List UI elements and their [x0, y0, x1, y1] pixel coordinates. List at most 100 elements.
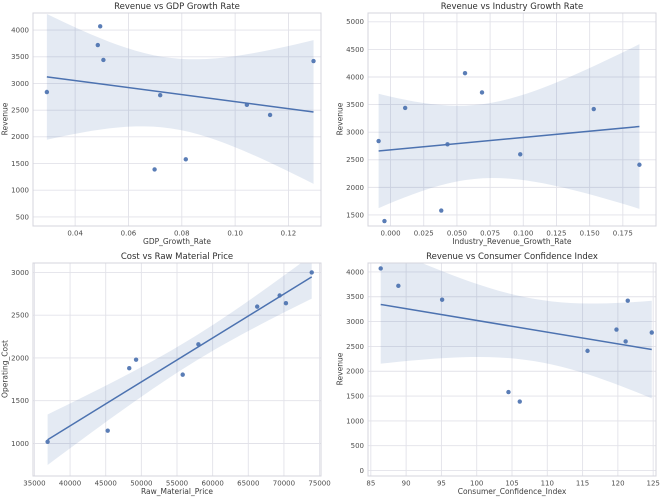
y-tick-label: 2000	[346, 368, 364, 376]
scatter-point	[614, 327, 619, 332]
x-tick-label: 105	[505, 480, 518, 488]
scatter-point	[180, 372, 185, 377]
scatter-point	[585, 348, 590, 354]
plot-area-revenue-industry: 0.000 0.025 0.050 0.075 0.100 0.125 0.150 0.175…	[346, 12, 657, 238]
y-axis-label: Revenue	[335, 102, 345, 136]
x-tick-label: 70000	[273, 480, 295, 488]
x-tick-label: 45000	[95, 480, 117, 488]
subplot-title: Revenue vs Industry Growth Rate	[440, 2, 584, 12]
regression-line	[47, 276, 313, 441]
y-tick-label: 5000	[346, 18, 364, 26]
scatter-point	[95, 42, 101, 48]
y-tick-label: 0	[360, 467, 364, 475]
x-tick-label: 0.10	[227, 230, 243, 238]
regression-line	[46, 76, 314, 113]
y-tick-label: 3000	[346, 129, 364, 137]
y-tick-label: 3500	[346, 293, 364, 301]
x-axis-label: Raw_Material_Price	[140, 487, 214, 496]
scatter-point	[591, 106, 596, 112]
scatter-point	[44, 89, 50, 95]
x-tick-label: 0.175	[613, 230, 633, 238]
x-tick-label: 90	[402, 480, 411, 488]
x-tick-label: 120	[611, 480, 624, 488]
scatter-point	[445, 142, 450, 147]
y-tick-label: 2000	[11, 133, 29, 141]
x-tick-label: 0.025	[414, 230, 434, 238]
y-tick-label: 4500	[346, 46, 364, 54]
scatter-point	[623, 339, 628, 344]
scatter-point	[196, 342, 201, 347]
scatter-point	[98, 24, 103, 29]
x-tick-label: 0.075	[480, 230, 500, 238]
y-tick-label: 3000	[11, 80, 29, 88]
x-tick-label: 35000	[23, 480, 45, 488]
y-tick-label: 1500	[11, 397, 29, 405]
subplot-title: Revenue vs Consumer Confidence Index	[426, 252, 598, 262]
axes-spine	[32, 12, 322, 227]
regression-line	[378, 125, 640, 152]
x-tick-label: 0.150	[580, 230, 600, 238]
y-tick-label: 2500	[11, 312, 29, 320]
y-tick-label: 2000	[346, 184, 364, 192]
y-tick-label: 3000	[11, 269, 29, 277]
y-axis-label: Revenue	[0, 102, 10, 136]
scatter-point	[158, 93, 163, 98]
scatter-point	[311, 58, 316, 64]
confidence-band	[380, 263, 652, 399]
x-tick-label: 125	[646, 480, 659, 488]
x-axis-label: Industry_Revenue_Growth_Rate	[452, 237, 572, 246]
y-tick-label: 1500	[11, 160, 29, 168]
x-tick-label: 75000	[308, 480, 330, 488]
subplot-title: Cost vs Raw Material Price	[120, 252, 234, 262]
scatter-point	[439, 297, 445, 302]
scatter-point	[133, 357, 139, 362]
y-tick-label: 500	[351, 442, 364, 450]
x-tick-label: 60000	[202, 480, 224, 488]
x-tick-label: 110	[541, 480, 554, 488]
scatter-point	[402, 105, 408, 111]
subplot-revenue-confidence: 85 90 95 100 105 110 115 120 125 0 500 1000 1500 2000…	[335, 250, 669, 500]
subplot-cost-rawmaterial: 35000 40000 45000 50000 55000 60000 65000 70000…	[0, 250, 334, 500]
scatter-point	[244, 102, 250, 108]
scatter-point	[376, 138, 381, 144]
scatter-point	[479, 90, 485, 95]
y-tick-label: 1000	[346, 417, 364, 425]
scatter-point	[267, 112, 273, 118]
x-tick-label: 0.100	[513, 230, 533, 238]
y-tick-label: 4000	[346, 268, 364, 276]
y-tick-label: 1000	[11, 187, 29, 195]
y-tick-label: 3000	[346, 318, 364, 326]
scatter-point	[439, 208, 444, 213]
y-tick-label: 1500	[346, 392, 364, 400]
scatter-point	[105, 428, 110, 433]
y-tick-label: 2500	[346, 156, 364, 164]
x-tick-label: 0.08	[174, 230, 190, 238]
y-axis-label: Revenue	[335, 352, 345, 386]
x-tick-label: 95	[437, 480, 446, 488]
y-tick-label: 1500	[346, 211, 364, 219]
x-tick-label: 0.125	[546, 230, 566, 238]
x-tick-label: 65000	[237, 480, 259, 488]
x-tick-label: 100	[470, 480, 483, 488]
scatter-point	[127, 366, 132, 371]
scatter-point	[382, 218, 387, 224]
plot-area-revenue-confidence: 85 90 95 100 105 110 115 120 125 0 500 1000 1500 2000…	[346, 262, 660, 488]
regression-line	[380, 303, 652, 351]
subplot-revenue-industry: 0.000 0.025 0.050 0.075 0.100 0.125 0.150 0.175…	[335, 0, 669, 250]
x-axis-label: GDP_Growth_Rate	[143, 237, 211, 246]
scatter-point	[101, 57, 106, 63]
scatter-point	[283, 301, 289, 306]
plot-area-cost-rawmaterial: 35000 40000 45000 50000 55000 60000 65000 70000…	[11, 262, 331, 488]
y-tick-label: 4000	[346, 73, 364, 81]
x-tick-label: 0.000	[381, 230, 401, 238]
scatter-point	[649, 330, 654, 335]
scatter-point	[625, 298, 630, 303]
scatter-point	[309, 270, 314, 275]
x-tick-label: 0.12	[281, 230, 297, 238]
y-tick-label: 2000	[11, 354, 29, 362]
scatter-point	[254, 304, 260, 309]
subplot-title: Revenue vs GDP Growth Rate	[114, 2, 240, 12]
scatter-point	[152, 167, 157, 172]
scatter-point	[517, 399, 522, 404]
